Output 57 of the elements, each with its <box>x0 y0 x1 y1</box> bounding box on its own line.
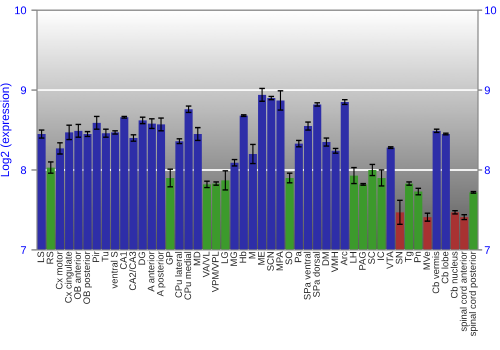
x-tick-label: Cx motor <box>56 251 63 290</box>
x-tick-label: OB posterior <box>83 251 92 304</box>
y-axis-title: Log2 (expression) <box>0 84 12 176</box>
x-tick-label: LH <box>350 252 356 263</box>
y2-tick-label: 9 <box>484 86 490 94</box>
y2-tick-label: 7 <box>484 246 490 254</box>
x-tick-label: Hb <box>239 252 246 263</box>
x-tick-label: MPA <box>276 251 283 270</box>
x-tick-label: DM <box>322 252 329 266</box>
x-tick-label: Arc <box>340 252 348 266</box>
x-tick-label: DG <box>138 252 146 265</box>
x-tick-label: Cb lobe <box>441 252 448 284</box>
x-tick-label: spinal cord anterior <box>460 251 469 332</box>
x-tick-label: Tg <box>405 252 414 262</box>
x-tick-label: VMH <box>332 252 338 272</box>
x-tick-label: CPu medial <box>184 252 192 300</box>
x-tick-label: OB anterior <box>74 251 81 300</box>
x-tick-label: spinal cord posterior <box>469 251 478 336</box>
x-tick-label: ventral S <box>110 252 118 289</box>
x-tick-label: M <box>248 252 256 258</box>
x-tick-label: Cb vermis <box>432 252 440 294</box>
x-tick-label: SN <box>396 252 402 264</box>
x-tick-label: IC <box>377 252 384 260</box>
y-tick-label: 10 <box>15 6 26 14</box>
x-tick-label: VPM/VPL <box>212 252 219 292</box>
x-tick-label: Cb nucleus <box>450 252 458 298</box>
y-tick-label: 8 <box>20 166 26 174</box>
x-tick-label: GP <box>166 252 173 264</box>
x-tick-label: VTA <box>386 251 394 269</box>
x-tick-label: Pn <box>414 252 421 262</box>
y-tick-label: 9 <box>20 86 26 94</box>
x-tick-label: SPa dorsal <box>312 252 320 298</box>
x-tick-label: A anterior <box>147 251 154 292</box>
y2-tick-label: 10 <box>485 6 496 14</box>
x-tick-label: MVe <box>423 252 430 270</box>
x-tick-label: CA1 <box>120 252 127 270</box>
x-tick-label: SO <box>286 252 292 265</box>
x-tick-label: SPa ventral <box>304 252 311 300</box>
x-tick-label: Pa <box>294 251 302 262</box>
x-tick-label: ME <box>258 252 265 265</box>
x-tick-label: MD <box>194 252 200 266</box>
x-tick-label: LG <box>221 252 228 264</box>
x-tick-label: Pir <box>92 251 100 262</box>
x-tick-label: SC <box>368 252 375 264</box>
x-tick-label: A posterior <box>156 251 166 296</box>
x-tick-label: Tu <box>102 252 108 262</box>
x-tick-label: PAG <box>359 252 366 270</box>
x-tick-label: SCN <box>267 252 274 271</box>
x-tick-label: LS <box>37 252 44 262</box>
x-tick-label: Cx cingulate <box>64 252 74 303</box>
y-tick-label: 7 <box>20 246 26 254</box>
x-tick-label: CA2/CA3 <box>129 252 136 290</box>
x-tick-label: MG <box>230 252 238 266</box>
x-tick-label: RS <box>46 252 54 264</box>
x-tick-label: VA/VL <box>202 252 210 278</box>
y2-tick-label: 8 <box>484 166 490 174</box>
x-tick-label: CPu lateral <box>175 252 182 298</box>
